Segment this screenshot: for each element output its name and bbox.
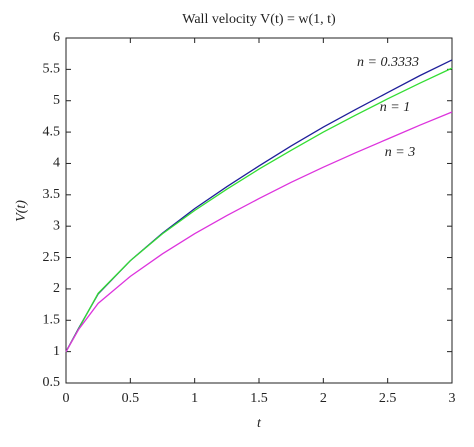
series-label: n = 3 bbox=[385, 145, 415, 160]
y-tick-label: 3 bbox=[53, 218, 60, 233]
series-label: n = 0.3333 bbox=[357, 55, 419, 70]
y-tick-label: 3.5 bbox=[43, 187, 61, 202]
y-tick-label: 4 bbox=[53, 156, 60, 171]
y-tick-label: 5 bbox=[53, 93, 60, 108]
x-tick-label: 1 bbox=[191, 391, 198, 406]
y-axis-label: V(t) bbox=[14, 200, 29, 222]
series-label: n = 1 bbox=[380, 100, 410, 115]
y-tick-label: 6 bbox=[53, 30, 60, 45]
x-tick-label: 2 bbox=[320, 391, 327, 406]
series-line bbox=[65, 111, 453, 352]
y-tick-label: 1 bbox=[53, 344, 60, 359]
chart-title: Wall velocity V(t) = w(1, t) bbox=[182, 12, 336, 27]
y-tick-label: 0.5 bbox=[43, 375, 61, 390]
y-tick-label: 1.5 bbox=[43, 312, 61, 327]
x-tick-label: 0.5 bbox=[122, 391, 140, 406]
series-line bbox=[65, 67, 453, 352]
x-tick-label: 1.5 bbox=[250, 391, 268, 406]
x-tick-label: 2.5 bbox=[379, 391, 397, 406]
x-tick-label: 0 bbox=[63, 391, 70, 406]
y-tick-label: 4.5 bbox=[43, 124, 61, 139]
y-tick-label: 2.5 bbox=[43, 250, 61, 265]
y-tick-label: 5.5 bbox=[43, 62, 61, 77]
y-tick-label: 2 bbox=[53, 281, 60, 296]
x-tick-label: 3 bbox=[449, 391, 456, 406]
x-axis-label: t bbox=[257, 416, 262, 431]
